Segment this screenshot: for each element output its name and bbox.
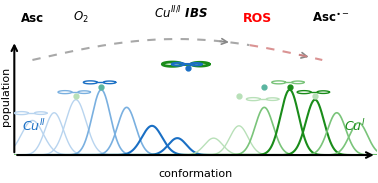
Text: $Cu^{II/I}$ IBS: $Cu^{II/I}$ IBS bbox=[154, 4, 208, 21]
Text: $O_2$: $O_2$ bbox=[73, 10, 89, 25]
Text: $Cu^I$: $Cu^I$ bbox=[344, 117, 366, 134]
Text: $Cu^{II}$: $Cu^{II}$ bbox=[22, 117, 46, 134]
Text: ROS: ROS bbox=[242, 12, 272, 25]
Text: Asc: Asc bbox=[21, 12, 44, 25]
Text: population: population bbox=[1, 67, 11, 126]
Text: conformation: conformation bbox=[158, 169, 232, 179]
Text: Asc$^{\bullet-}$: Asc$^{\bullet-}$ bbox=[312, 12, 350, 25]
